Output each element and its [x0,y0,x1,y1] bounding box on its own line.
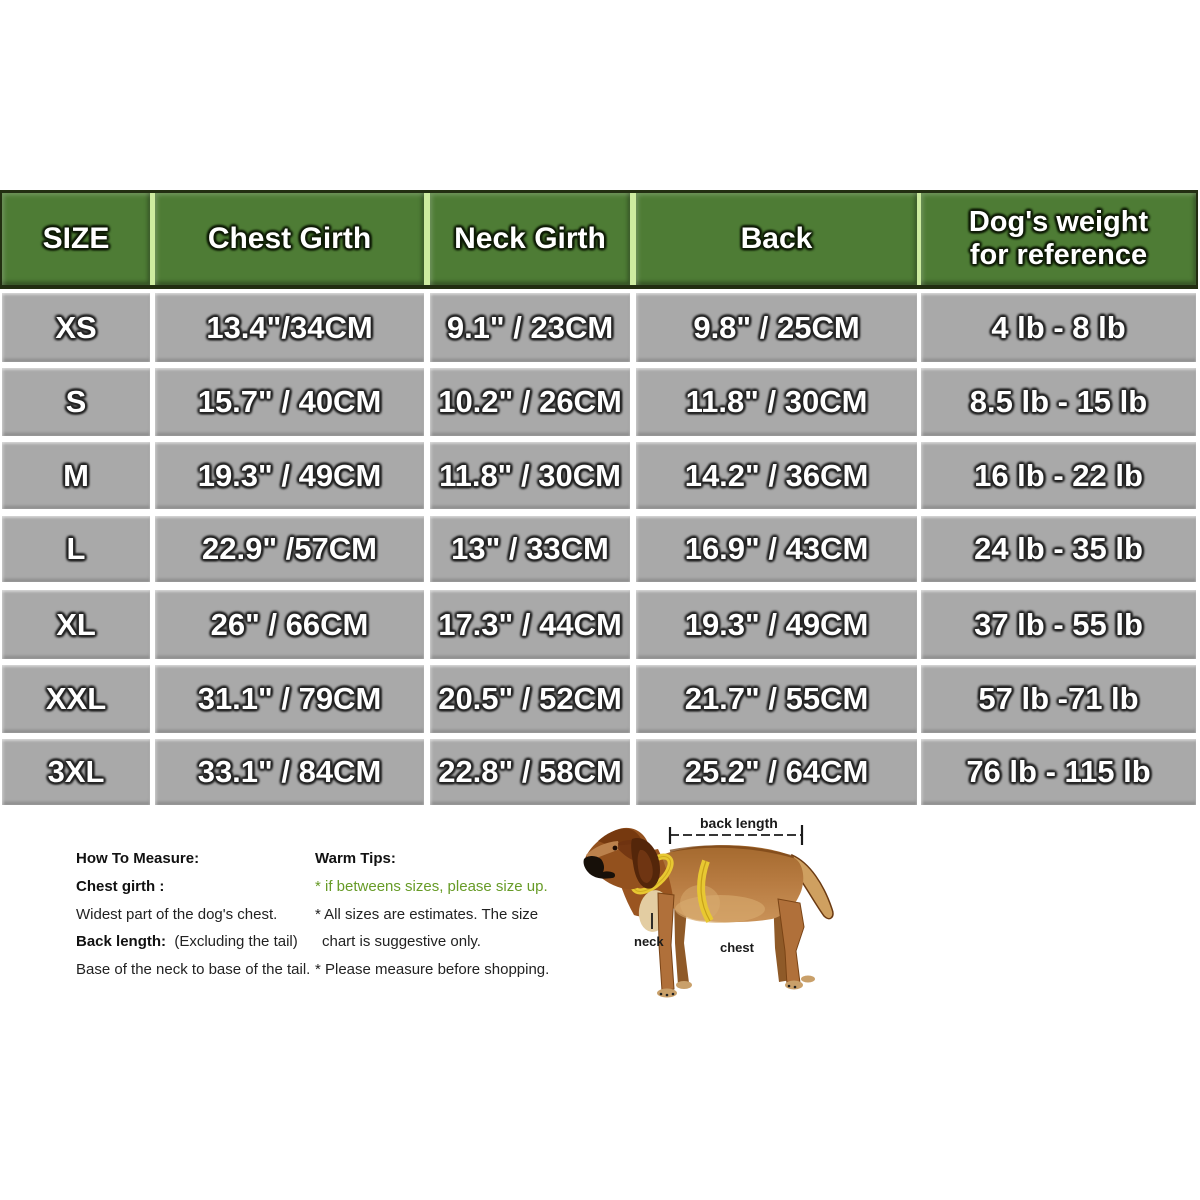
svg-text:neck: neck [634,934,664,949]
svg-text:chest: chest [720,940,755,955]
svg-text:back length: back length [700,815,778,831]
